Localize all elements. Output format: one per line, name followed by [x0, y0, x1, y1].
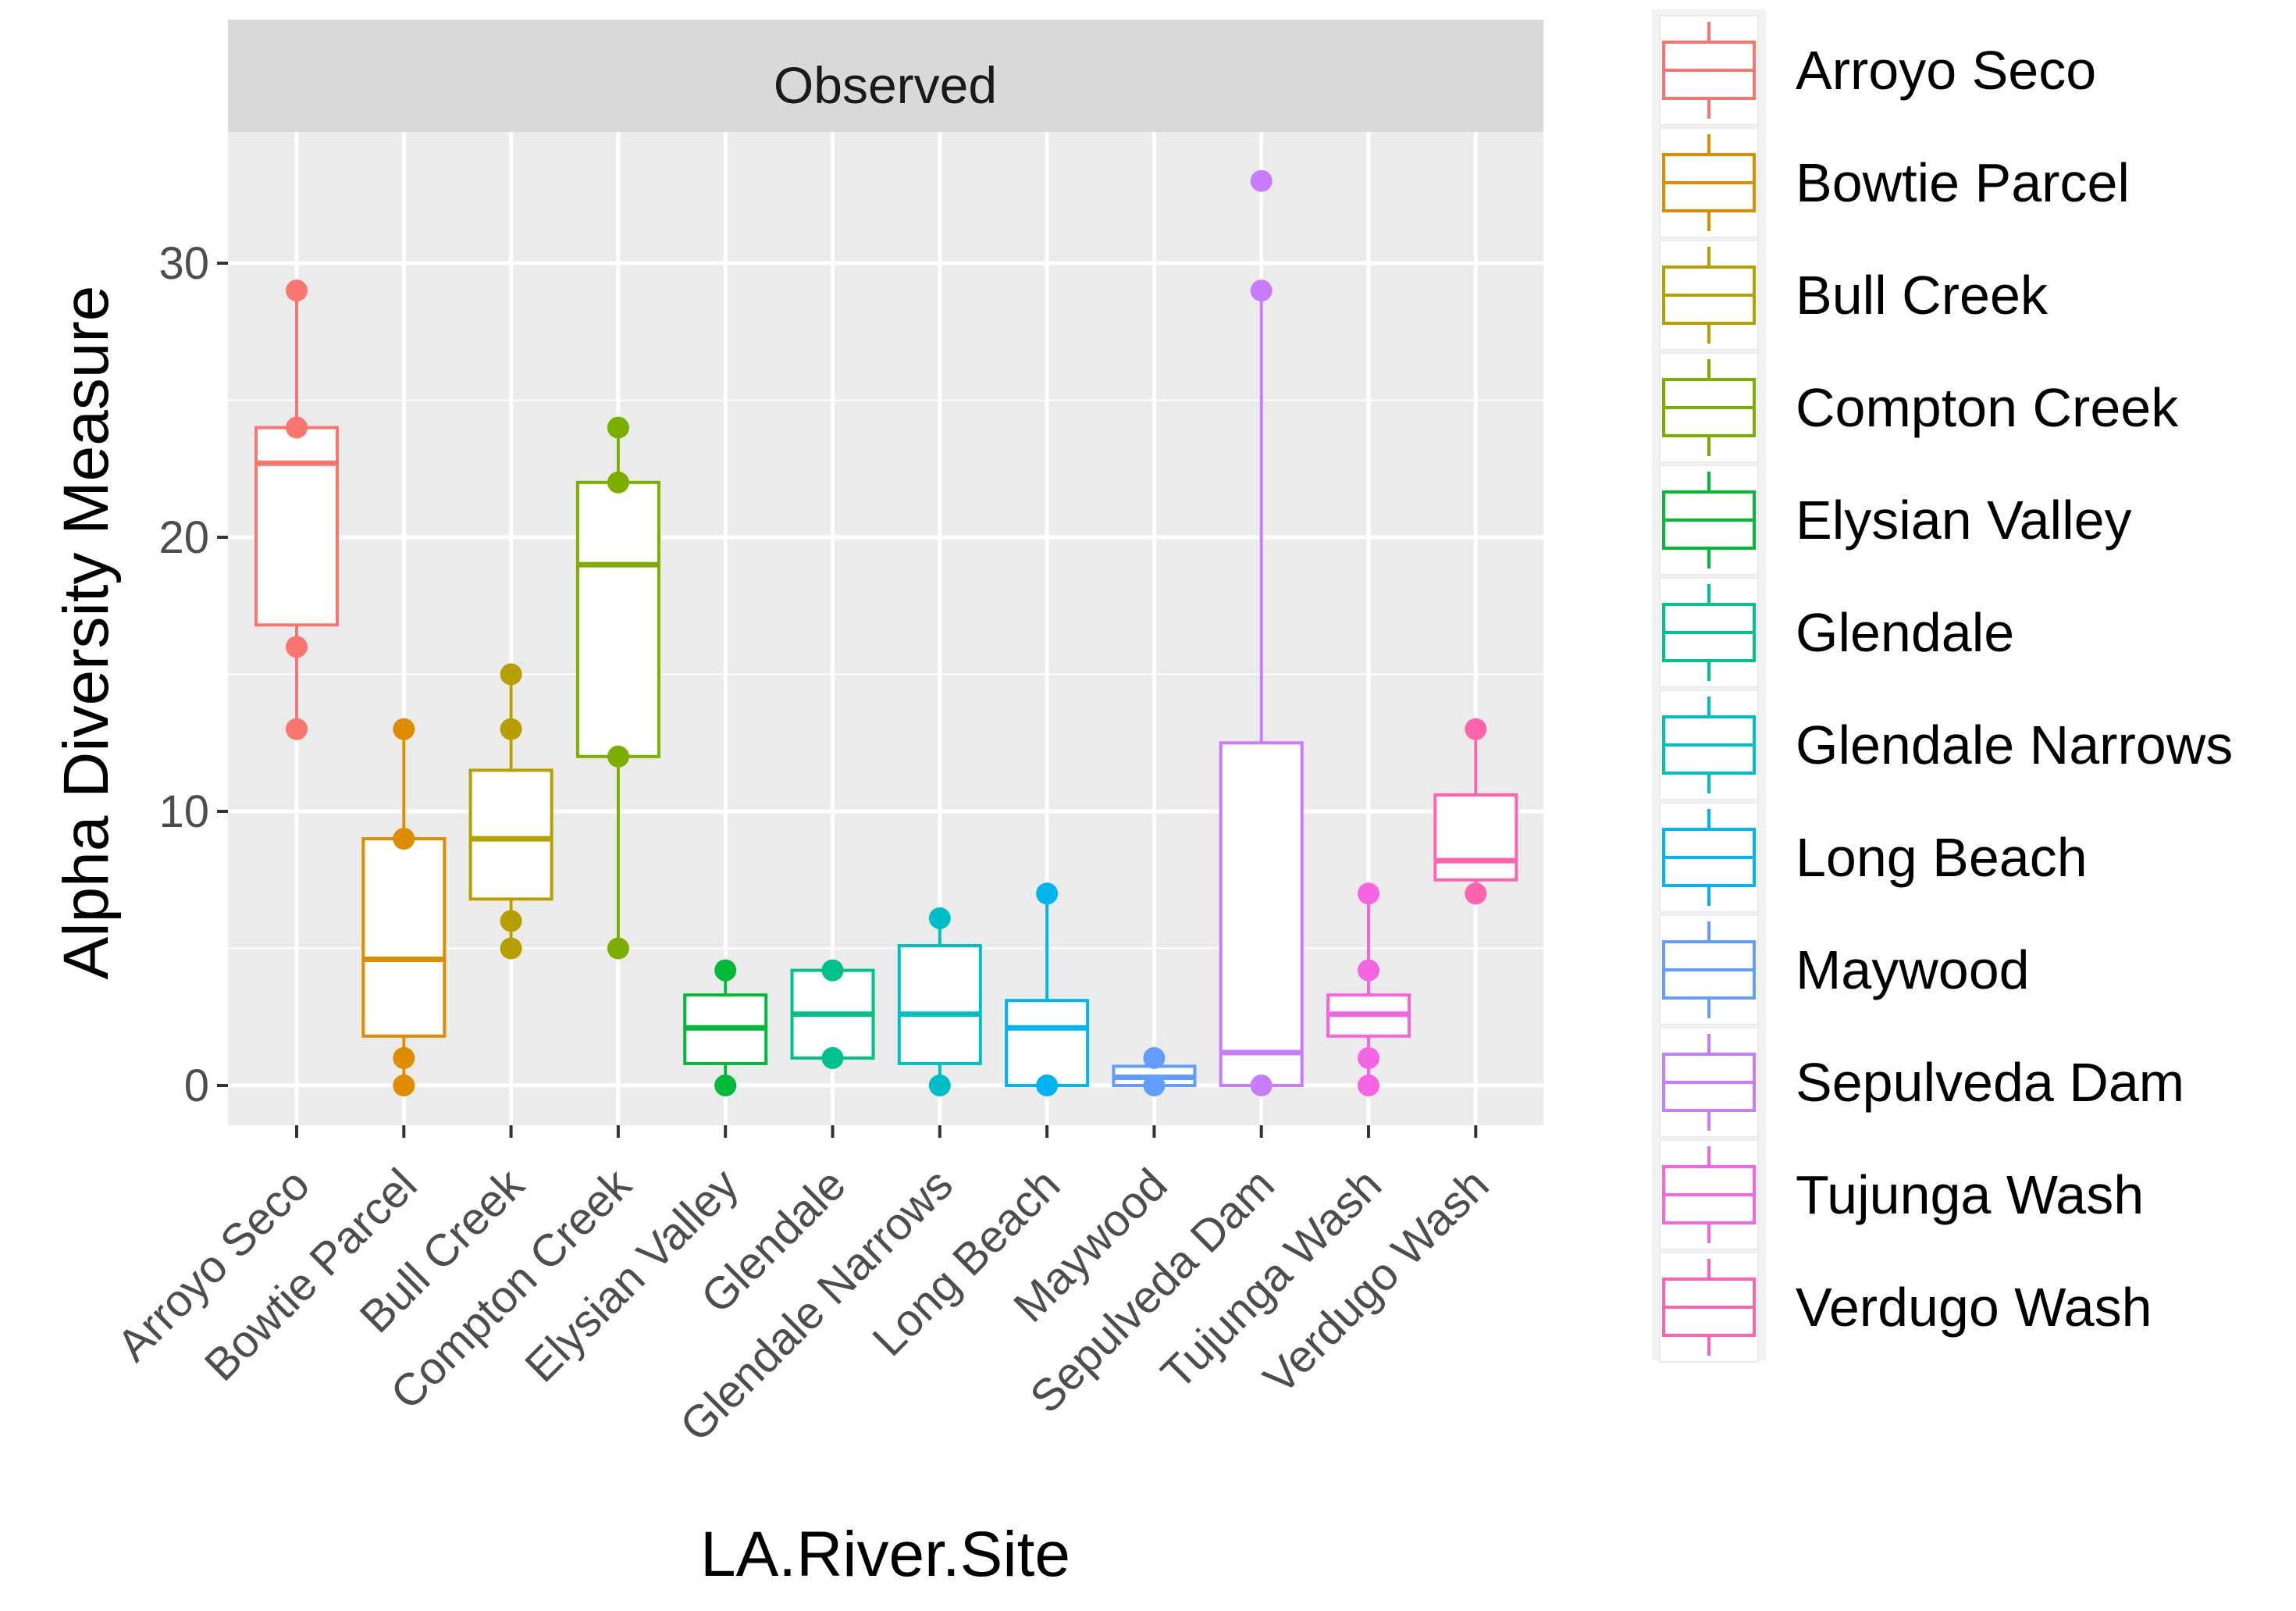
legend-item-tujunga-wash: Tujunga Wash: [1659, 1139, 2144, 1250]
data-point: [393, 1075, 415, 1096]
legend-label: Tujunga Wash: [1796, 1164, 2144, 1225]
legend-label: Arroyo Seco: [1796, 40, 2096, 101]
box-maywood: [1112, 1046, 1197, 1096]
data-point: [286, 280, 308, 302]
data-point: [714, 959, 737, 982]
data-point: [500, 718, 522, 740]
box-iqr: [575, 480, 660, 758]
legend-item-arroyo-seco: Arroyo Seco: [1659, 15, 2096, 126]
facet-strip: [228, 20, 1543, 132]
legend-item-bowtie-parcel: Bowtie Parcel: [1659, 127, 2130, 238]
box-long-beach: [1005, 882, 1090, 1096]
data-point: [393, 1046, 415, 1069]
box-arroyo-seco: [255, 280, 339, 740]
y-tick-label: 30: [158, 238, 209, 289]
data-point: [1143, 1046, 1166, 1069]
data-point: [286, 636, 308, 658]
data-point: [1143, 1075, 1166, 1096]
legend-label: Sepulveda Dam: [1796, 1052, 2184, 1113]
x-axis-title: LA.River.Site: [700, 1519, 1070, 1590]
legend: Arroyo Seco Bowtie Parcel Bull Creek Compto…: [1652, 9, 2233, 1363]
legend-label: Bowtie Parcel: [1796, 152, 2130, 213]
data-point: [821, 1046, 844, 1069]
box-sepulveda-dam: [1219, 169, 1304, 1096]
legend-item-long-beach: Long Beach: [1659, 802, 2088, 913]
box-iqr: [1219, 741, 1304, 1087]
data-point: [607, 471, 629, 494]
data-point: [286, 416, 308, 439]
legend-item-sepulveda-dam: Sepulveda Dam: [1659, 1027, 2184, 1138]
data-point: [393, 828, 415, 850]
box-iqr: [1005, 999, 1090, 1087]
box-bull-creek: [468, 663, 554, 960]
legend-item-verdugo-wash: Verdugo Wash: [1659, 1252, 2152, 1363]
data-point: [607, 416, 629, 439]
data-point: [1036, 1075, 1059, 1096]
data-point: [1465, 882, 1487, 905]
data-point: [1250, 280, 1273, 302]
data-point: [1358, 1046, 1379, 1069]
legend-label: Compton Creek: [1796, 377, 2179, 438]
legend-label: Elysian Valley: [1796, 490, 2132, 551]
legend-item-bull-creek: Bull Creek: [1659, 240, 2049, 351]
legend-label: Maywood: [1796, 939, 2030, 1000]
legend-label: Verdugo Wash: [1796, 1277, 2152, 1338]
y-tick-label: 20: [158, 512, 209, 563]
legend-label: Long Beach: [1796, 827, 2088, 888]
box-series: [255, 169, 1518, 1096]
box-bowtie-parcel: [361, 718, 447, 1096]
data-point: [928, 1075, 951, 1096]
box-compton-creek: [575, 416, 660, 960]
data-point: [286, 718, 308, 740]
box-iqr: [1433, 793, 1518, 882]
data-point: [1465, 718, 1487, 740]
y-axis: 0 10 20 30: [158, 238, 228, 1111]
data-point: [500, 663, 522, 686]
legend-label: Glendale: [1796, 602, 2014, 663]
data-point: [1250, 169, 1273, 192]
box-tujunga-wash: [1326, 882, 1411, 1096]
legend-label: Bull Creek: [1796, 265, 2049, 326]
data-point: [393, 718, 415, 740]
legend-label: Glendale Narrows: [1796, 715, 2233, 775]
plot-panel: [228, 132, 1543, 1125]
y-tick-label: 0: [184, 1060, 209, 1111]
data-point: [500, 910, 522, 932]
box-iqr: [361, 837, 447, 1038]
legend-item-elysian-valley: Elysian Valley: [1659, 465, 2132, 576]
facet-strip-label: Observed: [774, 56, 997, 114]
legend-item-glendale-narrows: Glendale Narrows: [1659, 690, 2233, 800]
box-iqr: [897, 943, 982, 1065]
data-point: [1250, 1075, 1273, 1096]
data-point: [928, 907, 951, 929]
data-point: [607, 745, 629, 768]
data-point: [1036, 882, 1059, 905]
y-axis-title: Alpha Diversity Measure: [51, 286, 122, 980]
legend-item-compton-creek: Compton Creek: [1659, 352, 2179, 463]
box-iqr: [468, 768, 554, 901]
legend-item-glendale: Glendale: [1659, 577, 2014, 688]
data-point: [1358, 882, 1379, 905]
legend-item-maywood: Maywood: [1659, 914, 2030, 1025]
data-point: [714, 1075, 737, 1096]
box-glendale: [790, 959, 875, 1069]
box-glendale-narrows: [897, 907, 982, 1096]
data-point: [500, 937, 522, 960]
data-point: [1358, 959, 1379, 982]
box-iqr: [255, 426, 339, 627]
data-point: [821, 959, 844, 982]
y-tick-label: 10: [158, 786, 209, 837]
box-verdugo-wash: [1433, 718, 1518, 905]
data-point: [1358, 1075, 1379, 1096]
data-point: [607, 937, 629, 960]
box-elysian-valley: [683, 959, 768, 1096]
minor-gridlines: [228, 399, 1543, 950]
